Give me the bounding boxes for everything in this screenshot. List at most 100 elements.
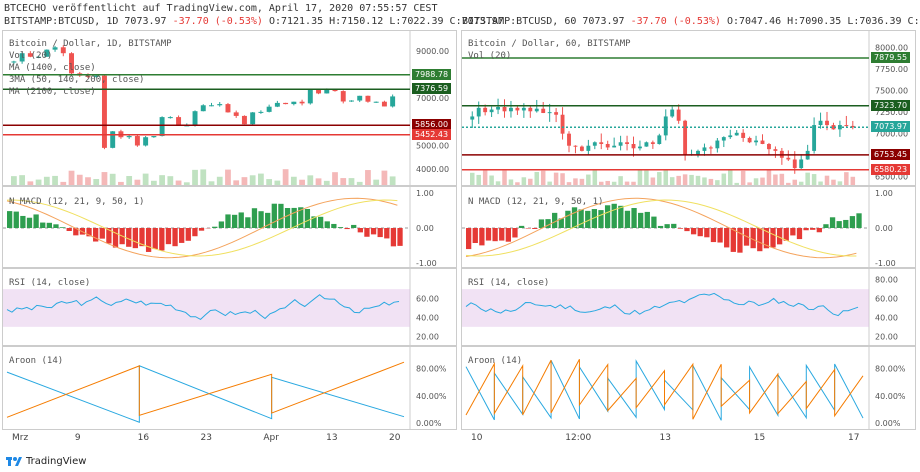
right-candle <box>721 137 726 141</box>
right-macd-bar <box>790 228 796 236</box>
left-volume-bar <box>307 175 314 185</box>
left-candle <box>44 49 50 57</box>
right-candle <box>708 147 713 149</box>
right-volume-bar <box>618 176 623 185</box>
left-macd-bar <box>337 227 344 228</box>
right-candle <box>476 107 481 117</box>
left-aroon-down-line <box>6 361 405 418</box>
right-volume-bar <box>470 172 475 185</box>
left-volume-bar <box>233 180 240 185</box>
right-candle <box>515 107 520 111</box>
right-rsi-pane[interactable]: 80.00 60.00 40.00 20.00 RSI (14, close) <box>461 268 916 346</box>
right-volume-bar <box>811 174 817 185</box>
left-candle <box>93 75 99 77</box>
right-candle <box>644 142 649 147</box>
right-rsi-label: RSI (14, close) <box>468 278 550 288</box>
right-volume-bar <box>624 181 630 185</box>
right-volume-bar <box>495 181 501 185</box>
right-volume-bar <box>573 178 578 185</box>
right-price-chart: 8000.007750.007500.007250.007000.006750.… <box>462 31 908 185</box>
left-macd-bar <box>66 228 72 232</box>
right-macd-bar <box>545 219 551 228</box>
right-macd-bar <box>737 228 743 253</box>
left-price-badge-3: 5452.43 <box>412 128 452 140</box>
right-macd-bar <box>677 228 684 229</box>
left-rsi-tick-0: 60.00 <box>416 295 439 304</box>
right-volume-bar <box>676 175 681 185</box>
left-price-tick-0: 9000.00 <box>416 47 449 56</box>
left-aroon-tick-2: 0.00% <box>416 419 442 428</box>
right-macd-bar <box>684 228 690 232</box>
right-price-pane[interactable]: 8000.007750.007500.007250.007000.006750.… <box>461 30 916 186</box>
left-candle <box>176 117 182 126</box>
left-volume-bar <box>200 169 207 185</box>
right-price-tick-2: 7500.00 <box>875 87 908 96</box>
right-candle <box>818 120 823 126</box>
right-candle <box>773 149 778 151</box>
right-macd-bar <box>638 212 644 228</box>
right-symbol-line: BITSTAMP:BTCUSD, 60 7073.97 -37.70 (-0.5… <box>462 16 920 27</box>
tradingview-logo-icon <box>6 457 22 466</box>
right-candle <box>676 109 681 121</box>
left-price-badge-2: 5856.00 <box>412 119 452 131</box>
left-rsi-pane[interactable]: 60.00 40.00 20.00 RSI (14, close) <box>2 268 457 346</box>
left-volume-bar <box>183 182 190 185</box>
right-candle <box>715 140 720 149</box>
left-candle <box>101 75 107 148</box>
left-candle <box>11 61 17 63</box>
left-volume-bar <box>356 181 363 185</box>
right-candle <box>573 145 578 147</box>
left-macd-bar <box>139 228 145 247</box>
right-macd-bar <box>757 228 763 252</box>
left-macd-bar <box>397 228 403 246</box>
left-candle <box>241 115 247 125</box>
left-x-tick-2: 16 <box>137 433 150 443</box>
right-price-tick-1: 7750.00 <box>875 65 908 74</box>
right-volume-bar <box>502 170 507 185</box>
right-volume-bar <box>728 169 733 185</box>
right-volume-bar <box>760 177 765 185</box>
left-candle <box>324 89 330 94</box>
left-macd-bar <box>212 226 218 228</box>
left-candle <box>110 131 116 148</box>
right-aroon-label: Aroon (14) <box>468 356 523 366</box>
right-macd-bar <box>466 228 472 250</box>
right-candle <box>754 140 758 143</box>
right-macd-bar <box>585 210 591 228</box>
right-candle <box>696 150 700 155</box>
left-legend-1: Vol (20) <box>9 51 53 61</box>
right-volume-bar <box>508 179 514 185</box>
right-macd-bar <box>651 216 657 228</box>
left-macd-tick-1: 0.00 <box>416 224 434 233</box>
right-candle <box>631 143 636 149</box>
right-candle <box>792 159 797 169</box>
left-macd-bar <box>192 228 198 237</box>
right-price-badge-2: 7073.97 <box>871 121 911 133</box>
right-volume-bar <box>766 170 772 185</box>
right-macd-pane[interactable]: 1.00 0.00 -1.00 N MACD (12, 21, 9, 50, 1) <box>461 186 916 268</box>
tradingview-brand[interactable]: TradingView <box>6 455 86 467</box>
left-macd-pane[interactable]: 1.00 0.00 -1.00 N MACD (12, 21, 9, 50, 1) <box>2 186 457 268</box>
right-volume-bar <box>689 174 694 185</box>
right-macd-bar <box>843 219 849 228</box>
right-legend-1: Vol (20) <box>468 51 512 61</box>
left-volume-bar <box>299 179 305 185</box>
right-macd-bar <box>710 228 717 243</box>
left-volume-bar <box>282 169 289 185</box>
right-volume-bar <box>579 178 585 185</box>
right-rsi-tick-2: 40.00 <box>875 313 898 322</box>
left-price-pane[interactable]: 9000.008000.007000.006000.005000.004000.… <box>2 30 457 186</box>
left-aroon-pane[interactable]: 80.00% 40.00% 0.00% Aroon (14) <box>2 346 457 430</box>
right-candle <box>567 133 571 146</box>
right-macd-bar <box>618 205 624 228</box>
left-legend-2: MA (1400, close) <box>9 63 96 73</box>
left-symbol-line: BITSTAMP:BTCUSD, 1D 7073.97 -37.70 (-0.5… <box>4 16 504 27</box>
left-candle <box>200 105 206 112</box>
right-candle <box>496 106 500 110</box>
left-macd-label: N MACD (12, 21, 9, 50, 1) <box>9 197 145 207</box>
right-macd-bar <box>724 228 730 248</box>
right-macd-chart: 1.00 0.00 -1.00 <box>462 187 896 267</box>
right-macd-bar <box>518 225 525 228</box>
right-aroon-pane[interactable]: 80.00% 40.00% 0.00% Aroon (14) <box>461 346 916 430</box>
left-aroon-chart: 80.00% 40.00% 0.00% <box>6 347 447 429</box>
